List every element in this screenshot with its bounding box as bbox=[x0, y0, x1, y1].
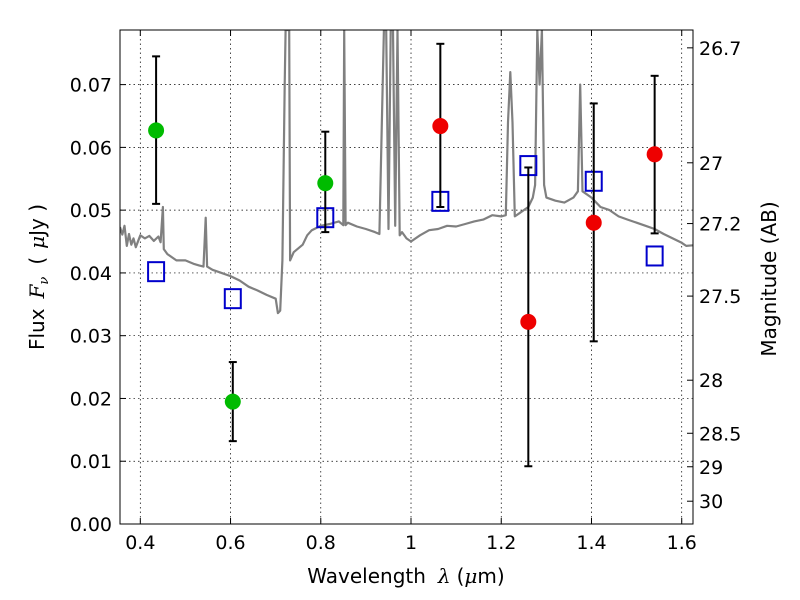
observed-red-point bbox=[646, 146, 663, 163]
observed-green-point bbox=[224, 393, 241, 410]
y-tick-label: 0.06 bbox=[70, 137, 112, 159]
model-photometry-point bbox=[223, 288, 242, 310]
y-axis-label: FluxFν(μJy ) bbox=[25, 204, 52, 350]
y-tick-label: 0.03 bbox=[70, 326, 112, 348]
observed-red-point bbox=[520, 313, 537, 330]
y-tick-label: 0.05 bbox=[70, 200, 112, 222]
y2-tick-label: 27 bbox=[699, 153, 723, 175]
plot-frame bbox=[119, 29, 694, 525]
y-tick-label: 0.07 bbox=[70, 75, 112, 97]
x-tick-label: 1.4 bbox=[576, 532, 606, 554]
observed-red-point bbox=[585, 214, 602, 231]
x-tick-label: 0.4 bbox=[125, 532, 155, 554]
y2-tick-label: 28.5 bbox=[699, 423, 741, 445]
axis-ticks: 0.4 0.6 0.8 1 1.2 1.4 1.6 0.00 0.01 0.02 0.03 0.04 0… bbox=[70, 30, 741, 554]
y2-tick-label: 30 bbox=[699, 491, 723, 513]
plot-area bbox=[120, 30, 693, 468]
observed-green-point bbox=[148, 122, 165, 139]
plot-data bbox=[120, 30, 693, 468]
y2-tick-label: 29 bbox=[699, 457, 723, 479]
model-spectrum-line bbox=[120, 30, 693, 315]
x-tick-label: 1 bbox=[405, 532, 417, 554]
model-photometry-point bbox=[147, 261, 166, 283]
y2-tick-label: 27.2 bbox=[699, 214, 741, 236]
y-tick-label: 0.02 bbox=[70, 388, 112, 410]
observed-red-point bbox=[432, 118, 449, 135]
x-tick-label: 0.6 bbox=[215, 532, 245, 554]
y2-axis-label: Magnitude (AB) bbox=[757, 201, 781, 356]
x-tick-label: 0.8 bbox=[306, 532, 336, 554]
x-tick-label: 1.2 bbox=[486, 532, 516, 554]
observed-green-point bbox=[317, 175, 334, 192]
x-tick-label: 1.6 bbox=[667, 532, 697, 554]
y-tick-label: 0.01 bbox=[70, 451, 112, 473]
y2-tick-label: 26.7 bbox=[699, 38, 741, 60]
y-tick-label: 0.00 bbox=[70, 514, 112, 536]
model-photometry-point bbox=[645, 245, 664, 267]
y-tick-label: 0.04 bbox=[70, 263, 112, 285]
x-axis-label: Wavelength λ (μm) bbox=[307, 564, 504, 588]
y2-tick-label: 27.5 bbox=[699, 286, 741, 308]
y2-tick-label: 28 bbox=[699, 370, 723, 392]
